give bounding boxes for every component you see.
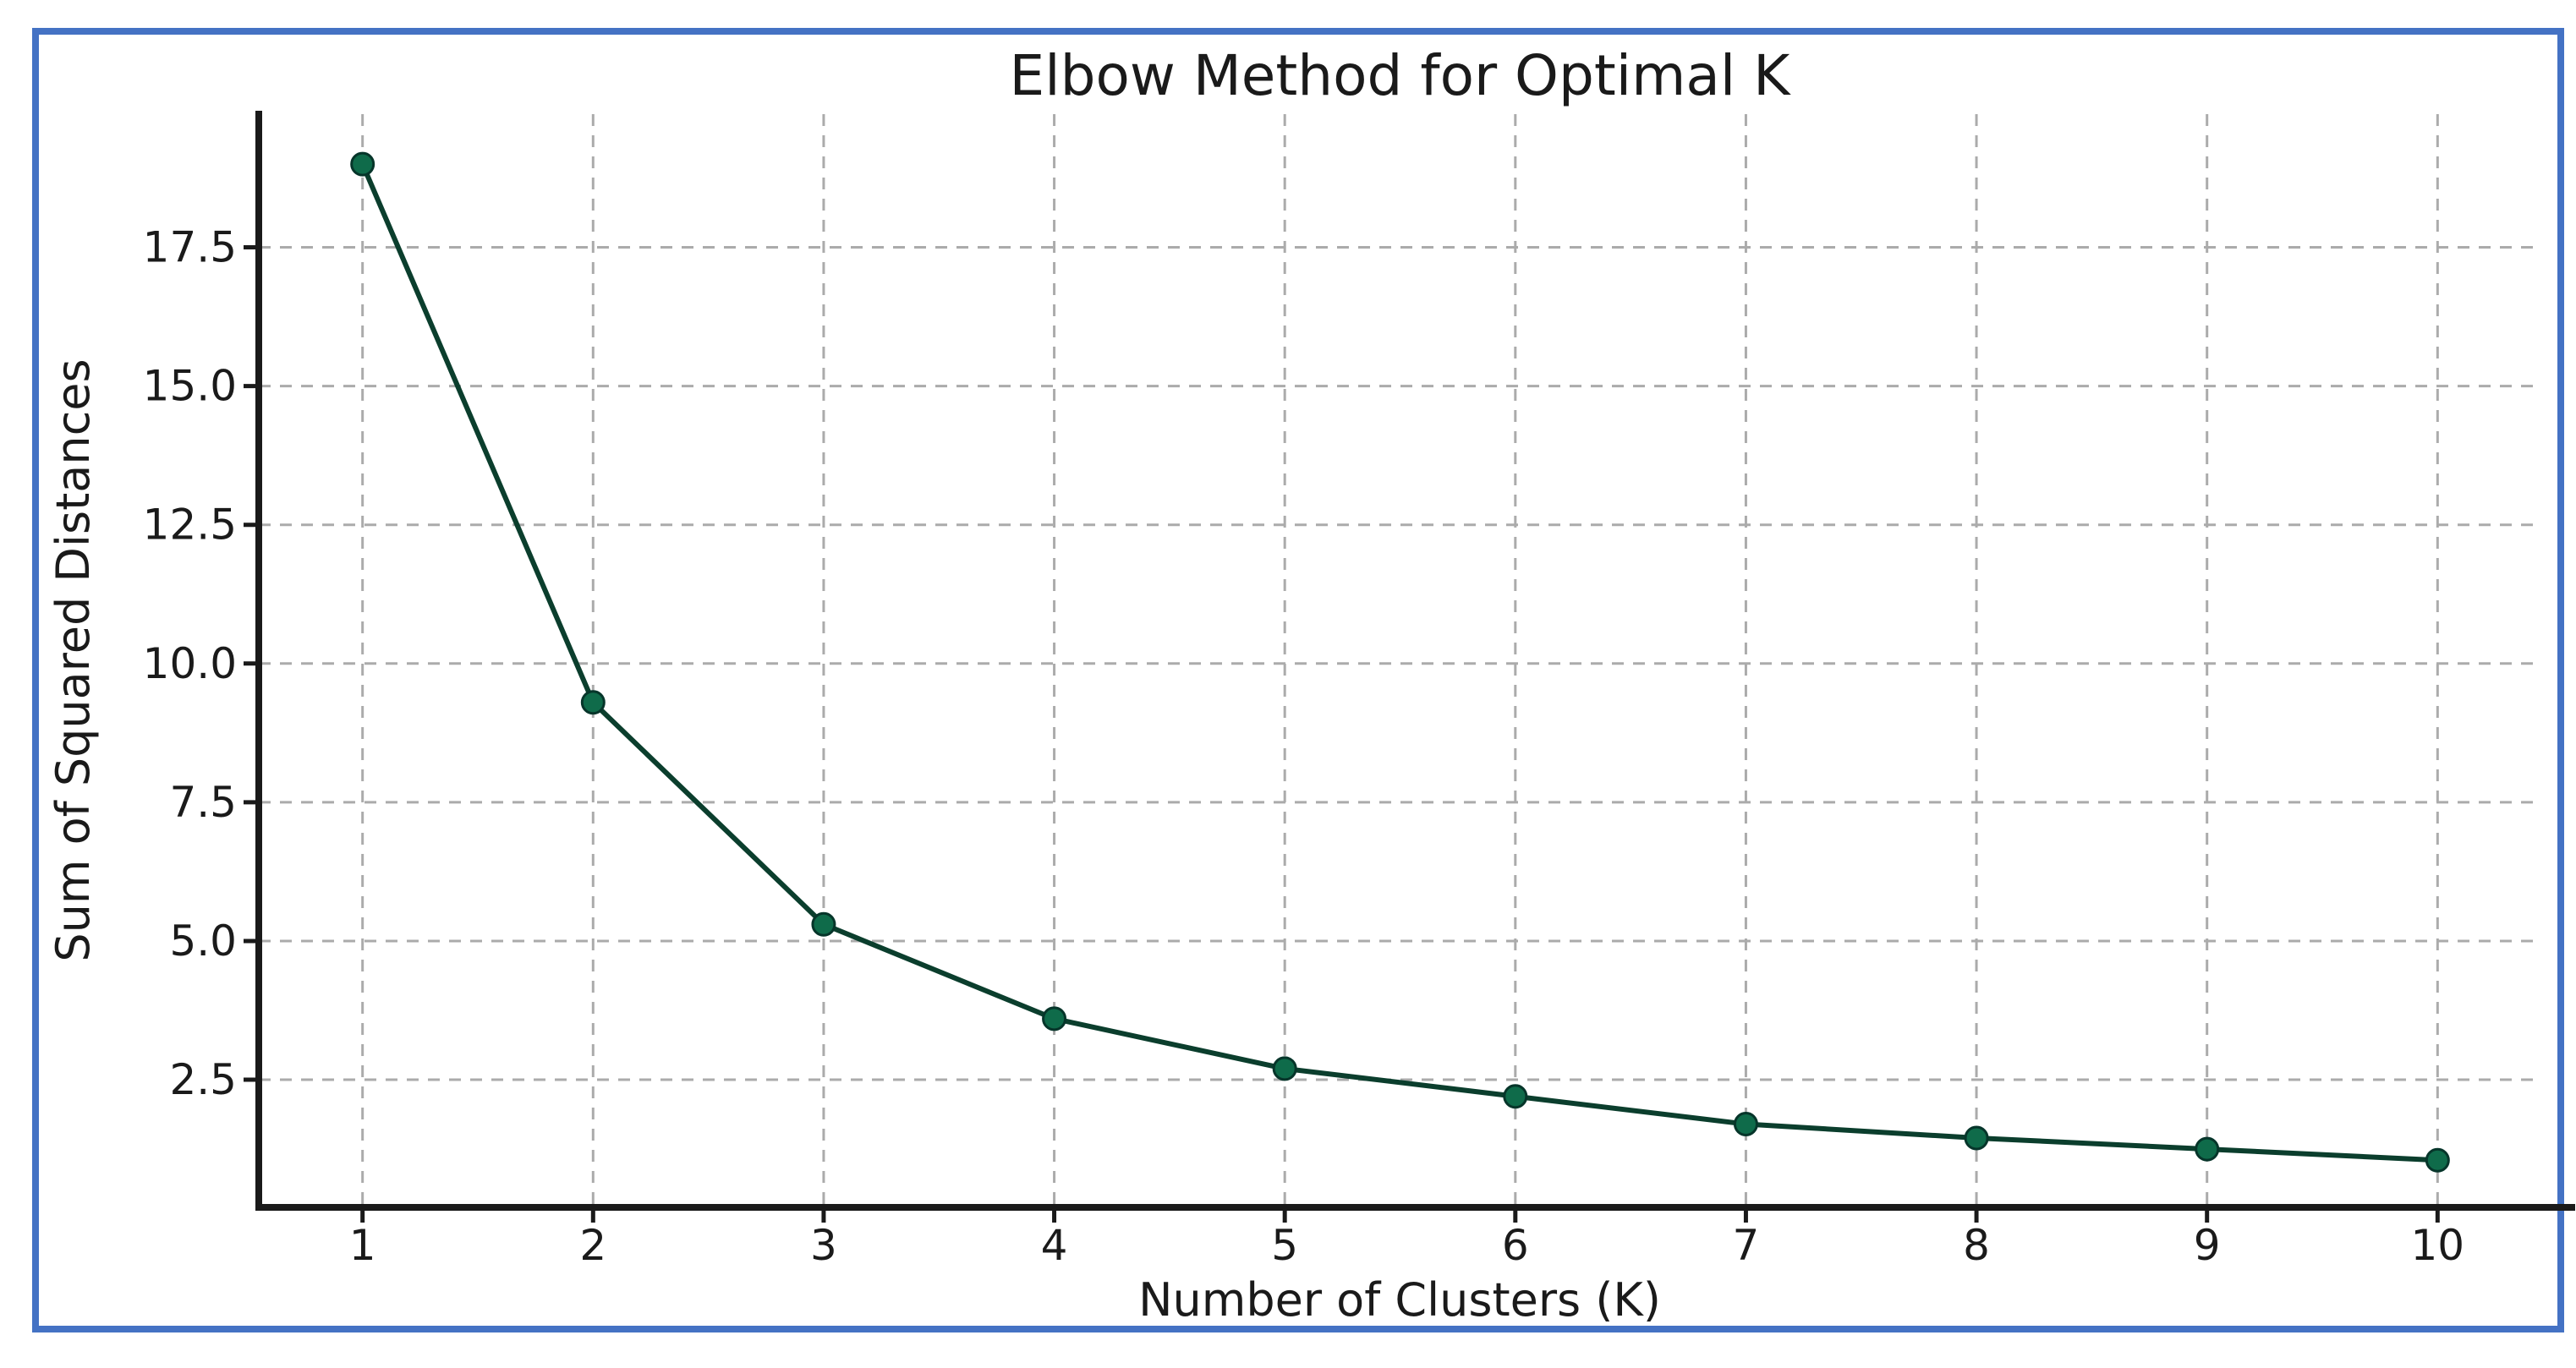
y-tick-label: 10.0 (143, 639, 237, 688)
grid-layer (259, 114, 2541, 1207)
chart-title: Elbow Method for Optimal K (1010, 43, 1792, 108)
x-tick-label: 10 (2411, 1221, 2465, 1270)
x-tick-label: 2 (579, 1221, 606, 1270)
data-point-k5 (1272, 1056, 1297, 1081)
data-point-k8 (1964, 1125, 1989, 1151)
y-tick-label: 17.5 (143, 223, 237, 272)
data-point-k10 (2425, 1147, 2450, 1173)
x-tick-label: 8 (1963, 1221, 1990, 1270)
data-point-k2 (580, 690, 606, 715)
x-tick-label: 1 (349, 1221, 376, 1270)
data-point-k4 (1042, 1006, 1067, 1031)
x-axis-label: Number of Clusters (K) (1138, 1273, 1661, 1327)
data-point-k3 (811, 911, 836, 937)
x-tick-label: 7 (1733, 1221, 1760, 1270)
y-axis-label: Sum of Squared Distances (47, 358, 100, 961)
axes-spines (255, 111, 2575, 1211)
tick-layer: 2.5 5.0 7.5 10.0 12.5 15.0 17.5 1 2 3 4 5 6 7 8 9 10 (143, 223, 2464, 1270)
data-point-k9 (2195, 1136, 2220, 1162)
elbow-line (359, 161, 2441, 1163)
y-tick-label: 12.5 (143, 501, 237, 550)
x-tick-label: 5 (1271, 1221, 1298, 1270)
figure-frame (32, 28, 2564, 1332)
x-tick-label: 9 (2194, 1221, 2221, 1270)
x-tick-label: 4 (1041, 1221, 1068, 1270)
data-point-k1 (350, 151, 375, 177)
y-tick-label: 5.0 (169, 917, 237, 966)
x-tick-label: 3 (810, 1221, 837, 1270)
y-tick-label: 15.0 (143, 362, 237, 411)
x-tick-label: 6 (1502, 1221, 1529, 1270)
y-tick-label: 7.5 (169, 778, 237, 827)
data-point-k7 (1733, 1112, 1758, 1137)
y-tick-label: 2.5 (169, 1055, 237, 1104)
data-series (350, 151, 2450, 1173)
data-point-k6 (1503, 1084, 1528, 1109)
